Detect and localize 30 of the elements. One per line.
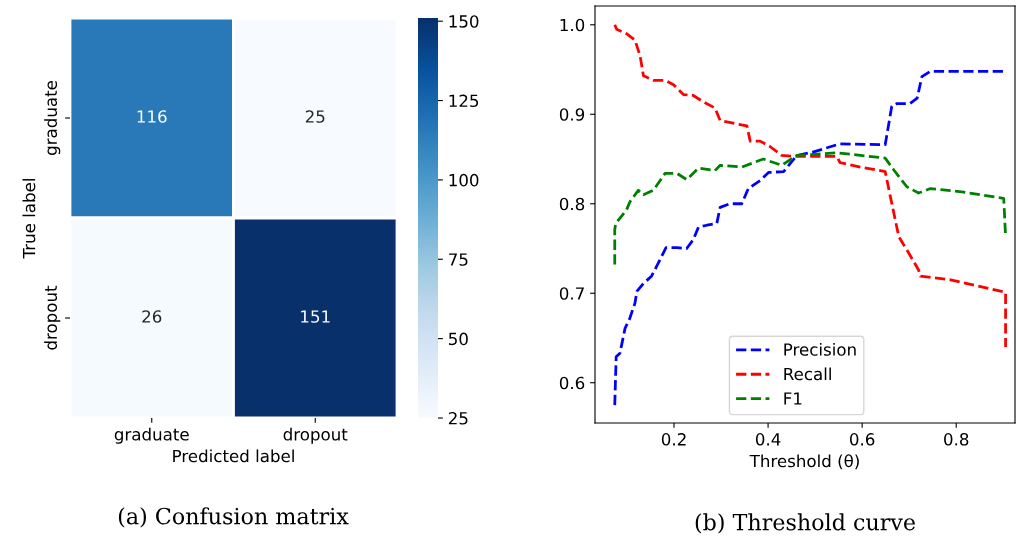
y-tick-label: 0.7 — [559, 287, 584, 300]
legend-label: F1 — [784, 392, 802, 405]
data-label: 116 — [137, 110, 167, 123]
color-bar-label: 50 — [449, 332, 468, 346]
color-bar-label: 125 — [449, 94, 479, 108]
color-bar-label: 100 — [449, 173, 479, 187]
y-tick-label: 1.0 — [560, 18, 585, 32]
x-tick-label: 0.4 — [755, 433, 781, 446]
x-tick-label: 0.2 — [661, 433, 686, 446]
x-axis-title: Threshold (θ) — [749, 454, 859, 470]
y-tick-label: 0.9 — [559, 108, 585, 121]
data-label: 26 — [142, 310, 162, 323]
x-tick-label: dropout — [283, 427, 348, 444]
x-axis-title: Predicted label — [173, 449, 294, 463]
color-bar-label: 25 — [448, 411, 468, 425]
x-tick-label: 0.8 — [944, 433, 969, 446]
legend-label: Precision — [784, 342, 856, 356]
y-tick-label: 0.8 — [559, 197, 585, 211]
color-bar-label: 75 — [449, 253, 468, 266]
x-tick-label: 0.6 — [849, 433, 875, 446]
text: (b) Threshold curve — [695, 513, 915, 534]
x-tick-label: graduate — [114, 427, 189, 444]
line-series — [613, 151, 1007, 266]
color-bar-label: 150 — [449, 15, 479, 28]
data-label: 25 — [305, 110, 325, 123]
y-tick-label: 0.6 — [559, 376, 585, 390]
legend-label: Recall — [784, 367, 831, 381]
y-axis-title: True label — [22, 179, 36, 259]
text: (a) Confusion matrix — [118, 507, 349, 528]
data-label: 151 — [301, 310, 330, 323]
